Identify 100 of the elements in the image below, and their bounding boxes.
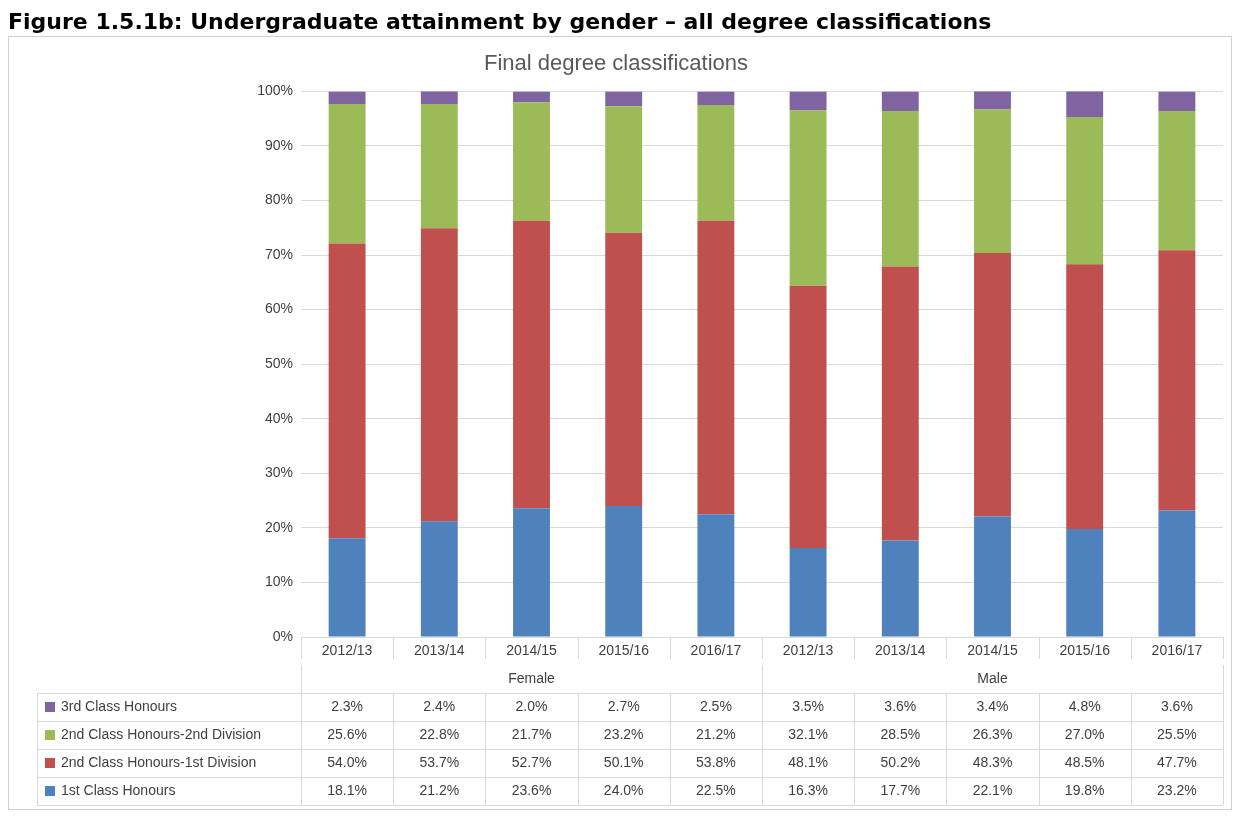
chart-title: Figure 1.5.1b: Undergraduate attainment by gender – all degree classifications [8,8,993,36]
data-label: 25.6% [327,725,367,742]
bar [789,110,827,286]
bar [1158,250,1196,511]
bar [974,109,1011,253]
bar [697,514,735,637]
data-label: 52.7% [511,753,552,770]
x-tick-label: 2015/16 [1059,642,1111,659]
bar [1066,264,1104,529]
data-label: 16.3% [788,781,828,798]
data-label: 21.7% [511,725,552,742]
x-tick-label: 2016/17 [1151,642,1203,659]
data-label: 28.5% [880,725,921,742]
text: Male [977,669,1008,686]
bar [420,521,458,637]
data-label: 22.8% [419,725,460,742]
bar [974,516,1011,637]
bar [697,91,735,106]
bar [974,252,1011,517]
data-label: 48.3% [972,753,1013,770]
bar [789,91,827,111]
bar [420,91,458,104]
bar [881,540,919,637]
data-label: 22.1% [972,781,1013,798]
bar [605,506,643,637]
data-label: 2.3% [331,697,364,714]
bar [513,508,550,637]
data-label: 32.1% [788,725,828,742]
legend-label: 1st Class Honours [61,781,176,798]
y-tick-label: 60% [264,300,293,317]
bar [1066,528,1104,637]
bar [328,91,366,104]
data-label: 47.7% [1157,753,1197,770]
data-label: 26.3% [972,725,1013,742]
bar [328,103,366,244]
bar [328,243,366,539]
data-label: 3.4% [976,697,1009,714]
data-label: 21.2% [419,781,460,798]
bar [605,232,643,507]
data-label: 48.5% [1064,753,1105,770]
y-tick-label: 90% [264,136,293,153]
bar [1066,91,1104,118]
bar [605,106,643,233]
data-label: 23.6% [511,781,552,798]
data-label: 3.5% [792,697,825,714]
y-tick-label: 40% [264,409,293,426]
y-tick-label: 70% [264,245,293,262]
data-label: 50.1% [603,753,644,770]
x-tick-label: 2014/15 [967,642,1019,659]
bar [328,538,366,637]
x-tick-label: 2015/16 [598,642,650,659]
bar [1158,510,1196,637]
data-label: 48.1% [788,753,828,770]
bar [420,228,458,522]
bar [1158,111,1196,251]
data-label: 53.7% [419,753,460,770]
data-label: 3.6% [884,697,917,714]
bar [1066,117,1104,265]
legend-label: 2nd Class Honours-1st Division [61,753,257,770]
x-tick-label: 2013/14 [414,642,465,659]
y-tick-label: 20% [264,518,293,535]
data-label: 2.0% [515,697,548,714]
data-label: 17.7% [880,781,921,798]
data-label: 23.2% [1157,781,1197,798]
data-label: 22.5% [696,781,736,798]
bar [513,91,550,103]
legend-label: 3rd Class Honours [61,697,177,714]
y-tick-label: 0% [272,627,293,644]
y-tick-label: 100% [257,82,293,99]
data-label: 23.2% [603,725,644,742]
bar [697,105,735,221]
bar [513,102,550,221]
data-label: 4.8% [1068,697,1101,714]
y-tick-label: 80% [264,191,293,208]
bar [1158,91,1196,112]
bar [513,220,550,509]
bar [881,111,919,267]
chart-subtitle: Final degree classifications [483,50,749,76]
bar [605,91,643,107]
data-label: 50.2% [880,753,921,770]
data-label: 2.7% [607,697,640,714]
bar [789,285,827,549]
y-tick-label: 10% [264,573,293,590]
data-label: 19.8% [1064,781,1105,798]
data-label: 3.6% [1160,697,1193,714]
x-tick-label: 2014/15 [506,642,558,659]
data-label: 54.0% [327,753,367,770]
bar [420,103,458,229]
text: Female [508,669,556,686]
data-label: 25.5% [1157,725,1197,742]
data-label: 2.4% [423,697,456,714]
x-tick-label: 2013/14 [875,642,926,659]
bar [789,548,827,637]
data-label: 18.1% [327,781,367,798]
data-label: 2.5% [699,697,732,714]
data-label: 27.0% [1064,725,1105,742]
data-label: 53.8% [696,753,736,770]
bar [881,91,919,112]
x-tick-label: 2016/17 [690,642,742,659]
x-tick-label: 2012/13 [321,642,373,659]
